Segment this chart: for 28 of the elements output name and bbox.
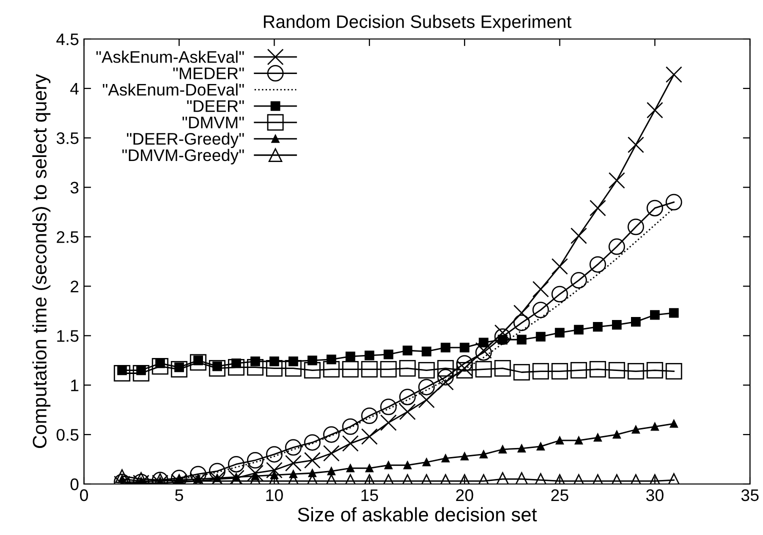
y-tick-label: 3.5 (56, 132, 78, 144)
y-tick-label: 1 (71, 380, 78, 392)
legend-label: "DEER" (187, 100, 244, 112)
y-tick-label: 2 (70, 280, 78, 292)
y-tick-label: 0.5 (56, 428, 78, 441)
x-tick-label: 35 (741, 489, 759, 502)
legend-label: "DEER-Greedy" (126, 132, 244, 148)
legend-label: "AskEnum-AskEval" (96, 50, 244, 63)
x-tick-label: 25 (551, 489, 568, 502)
x-tick-label: 15 (361, 489, 378, 502)
y-tick-label: 4.5 (56, 34, 78, 46)
x-tick-label: 20 (456, 489, 474, 502)
y-tick-label: 0 (70, 478, 78, 490)
y-tick-label: 1.5 (57, 330, 78, 342)
legend-label: "AskEnum-DoEval" (102, 83, 244, 96)
x-tick-label: 30 (646, 489, 664, 502)
legend-label: "DMVM-Greedy" (122, 148, 244, 164)
legend-label: "DMVM" (182, 116, 244, 128)
x-tick-label: 0 (80, 489, 88, 502)
chart-title: Random Decision Subsets Experiment (264, 14, 572, 32)
y-tick-label: 4 (70, 83, 79, 94)
x-tick-label: 10 (266, 489, 283, 502)
y-tick-label: 3 (70, 182, 78, 194)
legend-label: "MEDER" (173, 68, 244, 80)
y-axis-title: Computation time (seconds) to select query (32, 74, 50, 448)
y-tick-label: 2.5 (56, 231, 78, 243)
x-axis-title: Size of askable decision set (298, 507, 537, 522)
x-tick-label: 5 (175, 489, 184, 502)
